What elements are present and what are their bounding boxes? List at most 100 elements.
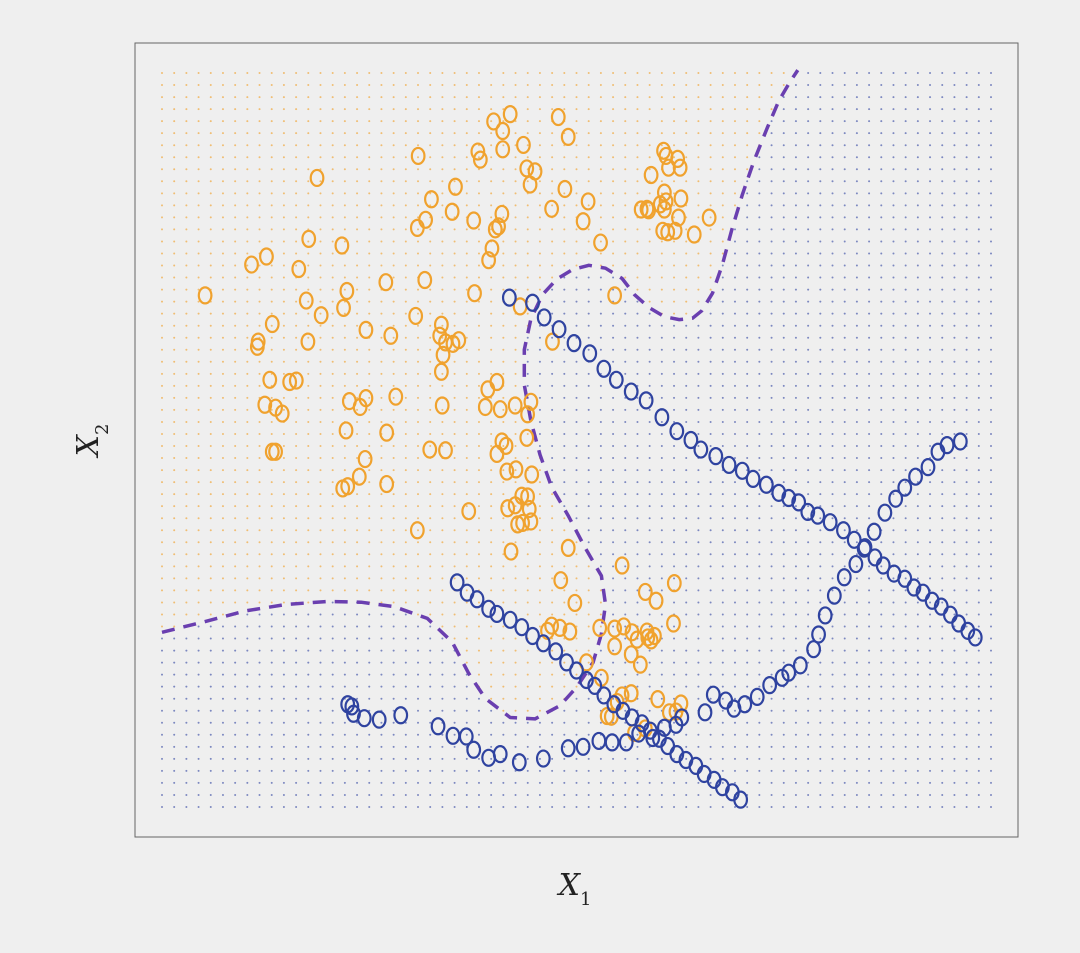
background-grid-dot (185, 432, 188, 435)
background-grid-dot (673, 144, 676, 147)
orange-data-point (257, 395, 273, 414)
background-grid-dot (819, 204, 822, 207)
background-grid-dot (465, 264, 468, 267)
background-grid-dot (953, 697, 956, 700)
background-grid-dot (465, 625, 468, 628)
background-grid-dot (465, 240, 468, 243)
background-grid-dot (197, 240, 200, 243)
background-grid-dot (234, 252, 237, 255)
background-grid-dot (721, 432, 724, 435)
background-grid-dot (673, 781, 676, 784)
background-grid-dot (185, 613, 188, 616)
background-grid-dot (295, 348, 298, 351)
background-grid-dot (721, 348, 724, 351)
background-grid-dot (282, 276, 285, 279)
background-grid-dot (794, 408, 797, 411)
background-grid-dot (782, 733, 785, 736)
background-grid-dot (855, 420, 858, 423)
background-grid-dot (356, 445, 359, 448)
orange-data-point (434, 396, 450, 415)
background-grid-dot (441, 300, 444, 303)
background-grid-dot (441, 769, 444, 772)
background-grid-dot (953, 493, 956, 496)
blue-data-point (817, 606, 833, 625)
background-grid-dot (624, 300, 627, 303)
background-grid-dot (770, 288, 773, 291)
background-grid-dot (331, 84, 334, 87)
background-grid-dot (563, 505, 566, 508)
background-grid-dot (843, 432, 846, 435)
background-grid-dot (429, 625, 432, 628)
background-grid-dot (490, 493, 493, 496)
background-grid-dot (538, 192, 541, 195)
background-grid-dot (612, 432, 615, 435)
background-grid-dot (916, 432, 919, 435)
background-grid-dot (977, 84, 980, 87)
background-grid-dot (185, 793, 188, 796)
background-grid-dot (941, 529, 944, 532)
background-grid-dot (733, 180, 736, 183)
background-grid-dot (782, 757, 785, 760)
background-grid-dot (221, 661, 224, 664)
background-grid-dot (270, 84, 273, 87)
orange-data-point (643, 165, 659, 185)
background-grid-dot (295, 469, 298, 472)
background-grid-dot (587, 565, 590, 568)
background-grid-dot (197, 565, 200, 568)
background-grid-dot (819, 336, 822, 339)
background-grid-dot (502, 276, 505, 279)
background-grid-dot (612, 264, 615, 267)
background-grid-dot (258, 420, 261, 423)
background-grid-dot (538, 408, 541, 411)
background-grid-dot (563, 108, 566, 111)
background-grid-dot (246, 541, 249, 544)
background-grid-dot (868, 84, 871, 87)
background-grid-dot (563, 757, 566, 760)
background-grid-dot (965, 541, 968, 544)
background-grid-dot (636, 228, 639, 231)
background-grid-dot (514, 637, 517, 640)
background-grid-dot (843, 517, 846, 520)
background-grid-dot (965, 517, 968, 520)
background-grid-dot (392, 625, 395, 628)
background-grid-dot (941, 793, 944, 796)
background-grid-dot (234, 781, 237, 784)
background-grid-dot (295, 192, 298, 195)
background-grid-dot (221, 312, 224, 315)
background-grid-dot (429, 757, 432, 760)
background-grid-dot (270, 709, 273, 712)
background-grid-dot (258, 565, 261, 568)
background-grid-dot (685, 613, 688, 616)
blue-data-point (569, 661, 584, 680)
background-grid-dot (392, 649, 395, 652)
background-grid-dot (953, 264, 956, 267)
background-grid-dot (575, 505, 578, 508)
background-grid-dot (417, 228, 420, 231)
background-grid-dot (929, 721, 932, 724)
background-grid-dot (819, 120, 822, 123)
background-grid-dot (417, 637, 420, 640)
background-grid-dot (465, 649, 468, 652)
background-grid-dot (392, 396, 395, 399)
background-grid-dot (953, 252, 956, 255)
background-grid-dot (453, 408, 456, 411)
background-grid-dot (502, 806, 505, 808)
background-grid-dot (941, 553, 944, 556)
orange-data-point (632, 655, 648, 674)
background-grid-dot (234, 396, 237, 399)
background-grid-dot (295, 420, 298, 423)
background-grid-dot (575, 481, 578, 484)
background-grid-dot (819, 565, 822, 568)
background-grid-dot (636, 360, 639, 363)
background-grid-dot (587, 757, 590, 760)
background-grid-dot (490, 529, 493, 532)
background-grid-dot (270, 589, 273, 592)
background-grid-dot (794, 252, 797, 255)
background-grid-dot (161, 336, 163, 339)
background-grid-dot (746, 96, 749, 99)
background-grid-dot (490, 685, 493, 688)
background-grid-dot (733, 757, 736, 760)
background-grid-dot (612, 96, 615, 99)
background-grid-dot (965, 625, 968, 628)
background-grid-dot (538, 144, 541, 147)
